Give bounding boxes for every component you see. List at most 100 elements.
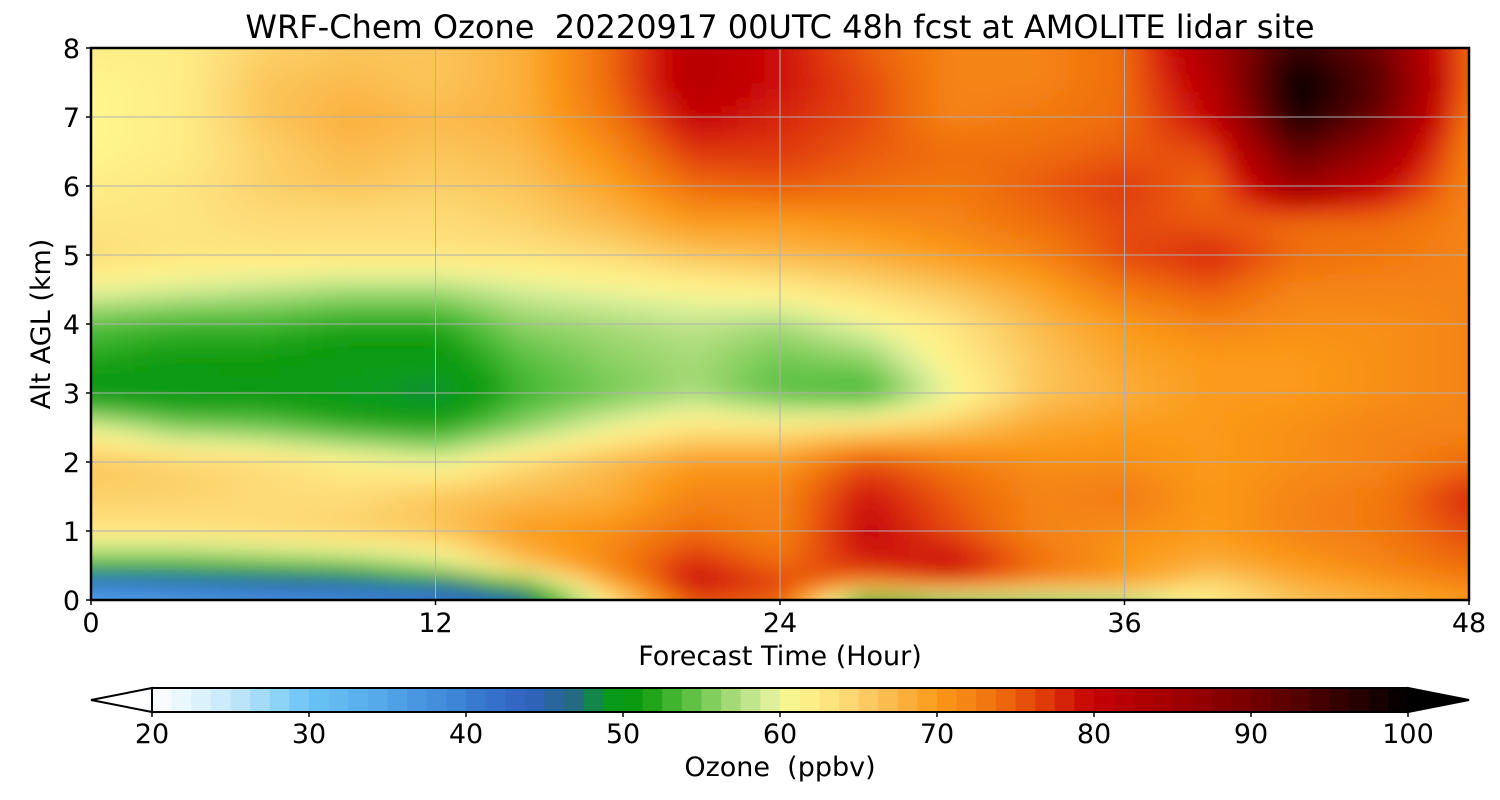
- heatmap-cell: [1067, 349, 1083, 360]
- heatmap-cell: [320, 401, 336, 412]
- heatmap-cell: [636, 272, 652, 282]
- heatmap-cell: [636, 341, 652, 351]
- heatmap-cell: [1382, 591, 1399, 600]
- heatmap-cell: [1368, 255, 1384, 265]
- heatmap-cell: [1239, 289, 1255, 299]
- heatmap-cell: [980, 453, 997, 463]
- heatmap-cell: [1440, 539, 1456, 550]
- heatmap-cell: [48, 428, 63, 437]
- heatmap-cell: [693, 487, 710, 498]
- heatmap-cell: [808, 462, 824, 472]
- heatmap-cell: [1469, 402, 1484, 411]
- heatmap-cell: [665, 358, 681, 368]
- heatmap-cell: [449, 358, 465, 368]
- heatmap-cell: [248, 522, 265, 532]
- heatmap-cell: [1268, 349, 1284, 360]
- heatmap-cell: [708, 582, 724, 593]
- heatmap-cell: [105, 349, 121, 360]
- heatmap-cell: [665, 453, 681, 463]
- heatmap-cell: [248, 237, 265, 248]
- heatmap-cell: [923, 263, 939, 274]
- heatmap-cell: [765, 487, 781, 498]
- heatmap-cell: [693, 272, 710, 282]
- heatmap-cell: [1425, 393, 1442, 403]
- heatmap-cell: [119, 591, 135, 600]
- heatmap-cell: [335, 600, 350, 609]
- heatmap-cell: [48, 609, 63, 618]
- heatmap-cell: [363, 582, 379, 593]
- heatmap-cell: [521, 505, 537, 515]
- heatmap-cell: [823, 539, 839, 550]
- heatmap-cell: [564, 298, 580, 308]
- heatmap-cell: [148, 591, 164, 600]
- heatmap-cell: [1354, 410, 1370, 420]
- heatmap-cell: [1167, 496, 1183, 506]
- heatmap-cell: [937, 306, 954, 317]
- heatmap-cell: [607, 367, 623, 377]
- heatmap-cell: [507, 211, 523, 222]
- heatmap-cell: [593, 487, 609, 498]
- heatmap-cell: [1354, 462, 1370, 472]
- heatmap-cell: [622, 565, 638, 575]
- heatmap-cell: [105, 496, 121, 506]
- heatmap-cell: [119, 306, 135, 317]
- heatmap-cell: [909, 574, 925, 584]
- heatmap-cell: [708, 255, 724, 265]
- heatmap-cell: [880, 600, 895, 609]
- heatmap-cell: [564, 272, 580, 282]
- heatmap-cell: [1052, 582, 1068, 593]
- heatmap-cell: [234, 505, 250, 515]
- heatmap-cell: [1153, 539, 1169, 550]
- heatmap-cell: [1354, 479, 1370, 489]
- heatmap-cell: [736, 324, 753, 334]
- heatmap-cell: [162, 263, 178, 274]
- heatmap-cell: [435, 306, 451, 317]
- heatmap-cell: [162, 453, 178, 463]
- heatmap-cell: [1052, 315, 1068, 325]
- heatmap-cell: [937, 237, 954, 248]
- heatmap-cell: [1210, 513, 1226, 524]
- heatmap-cell: [220, 565, 236, 575]
- heatmap-cell: [105, 427, 121, 437]
- heatmap-cell: [1210, 237, 1226, 248]
- heatmap-cell: [1167, 531, 1183, 541]
- heatmap-cell: [191, 539, 207, 550]
- heatmap-cell: [134, 487, 150, 498]
- heatmap-cell: [148, 418, 164, 429]
- heatmap-cell: [1067, 324, 1083, 334]
- heatmap-cell: [837, 444, 853, 455]
- heatmap-cell: [780, 220, 796, 230]
- heatmap-cell: [1253, 496, 1269, 506]
- heatmap-cell: [693, 229, 710, 239]
- heatmap-cell: [1138, 211, 1154, 222]
- heatmap-cell: [1469, 505, 1484, 514]
- heatmap-cell: [894, 393, 910, 403]
- heatmap-cell: [1081, 565, 1097, 575]
- heatmap-cell: [306, 220, 322, 230]
- heatmap-cell: [1411, 462, 1427, 472]
- heatmap-cell: [1110, 487, 1126, 498]
- heatmap-cell: [1397, 332, 1413, 343]
- heatmap-cell: [1110, 246, 1126, 256]
- heatmap-cell: [1454, 315, 1469, 325]
- heatmap-cell: [1282, 444, 1298, 455]
- heatmap-cell: [980, 246, 997, 256]
- heatmap-cell: [880, 418, 896, 429]
- heatmap-cell: [837, 246, 853, 256]
- heatmap-cell: [392, 600, 407, 609]
- heatmap-cell: [105, 436, 121, 446]
- heatmap-cell: [1224, 229, 1241, 239]
- heatmap-cell: [263, 582, 279, 593]
- heatmap-cell: [1426, 609, 1441, 618]
- heatmap-cell: [966, 496, 982, 506]
- heatmap-cell: [435, 582, 451, 593]
- heatmap-cell: [1311, 263, 1327, 274]
- heatmap-cell: [291, 410, 308, 420]
- heatmap-cell: [1397, 298, 1413, 308]
- heatmap-cell: [1095, 487, 1111, 498]
- heatmap-cell: [492, 255, 509, 265]
- heatmap-cell: [1296, 229, 1312, 239]
- heatmap-cell: [177, 367, 193, 377]
- heatmap-cell: [521, 462, 537, 472]
- heatmap-cell: [765, 237, 781, 248]
